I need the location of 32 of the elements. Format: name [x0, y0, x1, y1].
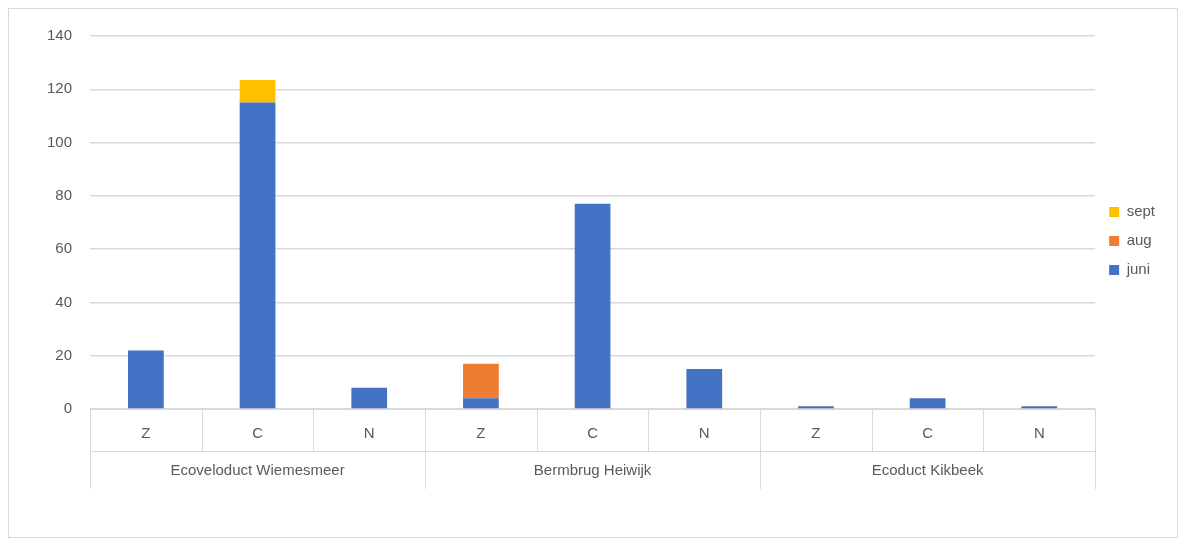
y-tick-label: 80: [55, 186, 73, 203]
y-tick-label: 0: [63, 399, 73, 417]
bar: [239, 102, 276, 409]
x-tick-label: N: [1033, 424, 1045, 442]
bar: [574, 203, 611, 409]
y-tick-label: 40: [55, 292, 73, 310]
x-tick-label: Z: [811, 424, 821, 442]
y-tick-label: 60: [55, 239, 73, 257]
x-tick-label: Z: [476, 424, 486, 442]
legend-label: juni: [1125, 260, 1151, 278]
text: Ecoveloduct Wiemesmeer: [170, 461, 345, 479]
bar: [128, 350, 164, 409]
x-tick-label: C: [922, 424, 934, 442]
x-tick-label: N: [698, 424, 710, 442]
bar: [239, 79, 276, 103]
bar: [686, 369, 723, 409]
x-tick-label: Z: [141, 424, 151, 442]
legend-label: sept: [1126, 202, 1156, 220]
bar: [463, 398, 499, 409]
y-tick-label: 140: [47, 26, 73, 44]
bar: [463, 363, 499, 399]
bar: [909, 398, 946, 409]
x-tick-label: C: [252, 424, 264, 442]
bar: [351, 387, 388, 409]
legend-label: aug: [1126, 231, 1152, 249]
text: Ecoduct Kikbeek: [871, 461, 984, 479]
x-tick-label: C: [587, 424, 599, 442]
y-tick-label: 120: [47, 79, 73, 97]
y-tick-label: 20: [55, 345, 73, 363]
text: Bermbrug Heiwijk: [533, 461, 652, 479]
y-tick-label: 100: [47, 132, 73, 150]
x-tick-label: N: [363, 424, 375, 442]
